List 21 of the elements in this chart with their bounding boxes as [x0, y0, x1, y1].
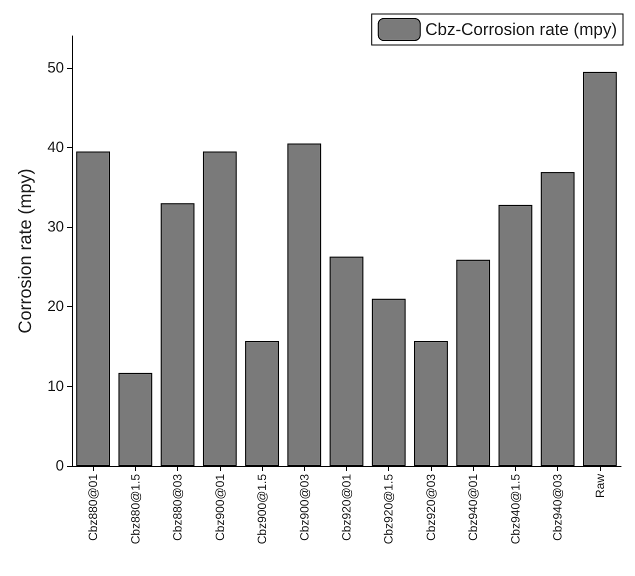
- x-tick-label: Raw: [592, 474, 607, 498]
- x-tick-label: Cbz920@01: [340, 474, 354, 541]
- legend-label: Cbz-Corrosion rate (mpy): [425, 20, 617, 39]
- y-tick-label: 50: [47, 59, 64, 76]
- x-tick-label: Cbz940@03: [550, 474, 565, 541]
- x-tick-label: Cbz880@1.5: [128, 474, 142, 544]
- x-tick-label: Cbz920@1.5: [382, 474, 396, 544]
- x-tick-label: Cbz880@03: [170, 474, 185, 541]
- x-tick-label: Cbz900@01: [212, 474, 227, 541]
- y-tick-label: 20: [47, 298, 64, 316]
- y-tick-label: 0: [56, 458, 64, 474]
- x-tick-label: Cbz880@01: [86, 474, 100, 541]
- x-tick-label: Cbz940@1.5: [508, 474, 522, 544]
- y-tick-label: 30: [47, 218, 64, 236]
- y-tick-label: 10: [47, 378, 64, 395]
- y-axis-title: Corrosion rate (mpy): [15, 168, 35, 334]
- y-tick-label: 40: [47, 138, 64, 156]
- x-tick-label: Cbz920@03: [424, 474, 438, 541]
- x-tick-label: Cbz940@01: [466, 474, 480, 541]
- x-tick-label: Cbz900@03: [297, 474, 312, 541]
- x-tick-label: Cbz900@1.5: [255, 474, 270, 544]
